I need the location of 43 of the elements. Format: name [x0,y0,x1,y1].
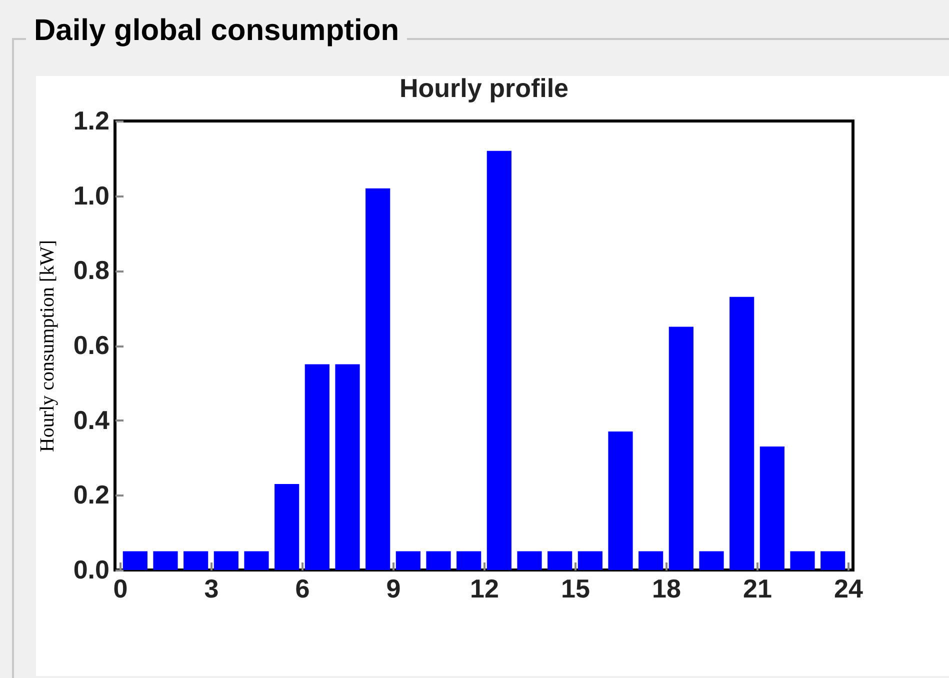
x-tick-label: 24 [834,574,864,604]
y-tick-label: 0.0 [73,554,110,584]
bar [638,551,664,570]
bar [760,446,784,570]
chart-subtitle: Hourly profile [399,73,569,103]
bar [730,296,754,570]
bar [486,150,512,570]
y-tick-label: 0.4 [73,404,110,435]
bar [426,551,451,570]
bar [366,188,390,570]
bar [214,551,238,570]
bar [608,432,633,570]
bar [153,551,178,570]
bar [548,551,572,570]
x-tick-label: 0 [113,574,128,604]
bar [396,551,420,570]
bar [456,551,482,570]
y-axis-title: Hourly consumption [kW] [36,240,58,452]
bar [304,364,330,570]
bar [820,551,846,570]
x-tick-label: 9 [386,574,401,604]
bar [274,484,300,570]
x-tick-label: 12 [470,574,499,604]
bar [578,551,602,570]
x-tick-label: 21 [743,574,772,604]
x-tick-label: 3 [204,574,219,604]
bar [699,551,724,570]
y-tick-label: 0.8 [73,255,110,286]
x-tick-label: 18 [652,574,681,604]
bar [184,551,208,570]
bar [517,551,542,570]
y-tick-label: 0.6 [73,330,110,360]
x-tick-label: 15 [561,574,590,604]
y-tick-label: 1.0 [73,180,110,210]
y-tick-label: 0.2 [73,480,110,510]
bar [335,364,360,570]
bar [122,551,148,570]
chart-title: Daily global consumption [26,14,408,48]
bar [790,551,815,570]
bar [244,551,269,570]
y-tick-label: 1.2 [73,106,110,136]
bar [668,326,694,570]
x-tick-label: 6 [295,574,310,604]
